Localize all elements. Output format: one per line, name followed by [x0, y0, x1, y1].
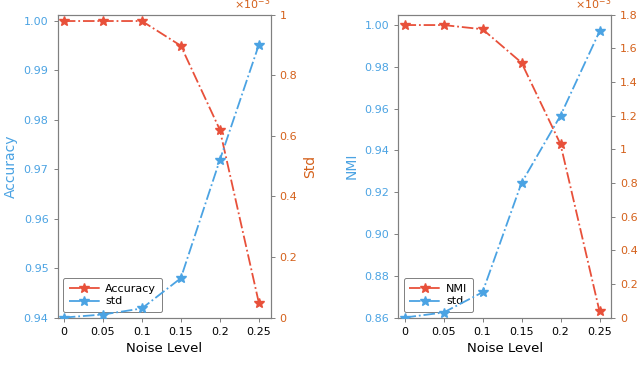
Line: Accuracy: Accuracy — [59, 16, 264, 308]
Text: $\times10^{-3}$: $\times10^{-3}$ — [234, 0, 271, 12]
Accuracy — [99, 19, 107, 23]
Line: std: std — [59, 40, 264, 323]
std — [138, 306, 146, 311]
std — [518, 181, 525, 185]
std — [479, 290, 486, 295]
X-axis label: Noise Level: Noise Level — [467, 342, 543, 355]
NMI — [596, 309, 604, 314]
NMI — [479, 27, 486, 31]
Line: std: std — [399, 26, 605, 323]
std — [596, 29, 604, 34]
std — [557, 114, 564, 118]
Accuracy — [60, 19, 68, 23]
NMI — [557, 142, 564, 146]
NMI — [440, 23, 447, 27]
std — [440, 310, 447, 315]
Y-axis label: Accuracy: Accuracy — [4, 134, 18, 198]
Y-axis label: NMI: NMI — [345, 153, 359, 179]
std — [401, 315, 408, 320]
std — [216, 158, 223, 162]
Y-axis label: Std: Std — [303, 154, 317, 178]
NMI — [401, 23, 408, 27]
std — [177, 276, 185, 280]
Accuracy — [138, 19, 146, 23]
Text: $\times10^{-3}$: $\times10^{-3}$ — [575, 0, 611, 12]
Line: NMI: NMI — [399, 20, 605, 316]
Accuracy — [177, 43, 185, 48]
Accuracy — [216, 127, 223, 132]
NMI — [518, 61, 525, 65]
std — [99, 312, 107, 317]
X-axis label: Noise Level: Noise Level — [126, 342, 202, 355]
Accuracy — [255, 300, 262, 305]
Legend: Accuracy, std: Accuracy, std — [63, 278, 162, 312]
std — [255, 43, 262, 47]
Legend: NMI, std: NMI, std — [404, 278, 473, 312]
std — [60, 315, 68, 320]
